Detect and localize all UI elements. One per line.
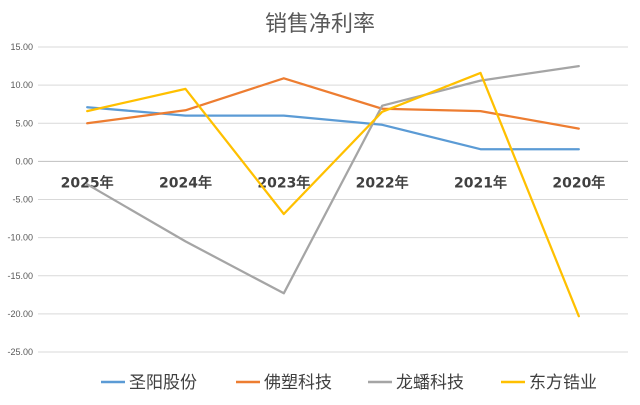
x-tick-label: 2022年: [356, 174, 409, 191]
series-line: [86, 64, 580, 295]
y-tick-label: -15.00: [7, 271, 33, 281]
x-tick-label: 2020年: [552, 174, 605, 191]
y-tick-label: 10.00: [10, 80, 33, 90]
series-lines: [86, 64, 580, 318]
x-axis-tick-labels: 2025年 2024年 2023年 2022年 2021年 2020年: [61, 174, 606, 191]
x-tick-label: 2023年: [257, 174, 310, 191]
legend: 圣阳股份 佛塑科技 龙蟠科技 东方锆业: [101, 373, 597, 393]
legend-label: 佛塑科技: [264, 373, 332, 393]
y-axis-tick-labels: 15.00 10.00 5.00 0.00 -5.00 -10.00 -15.00 -20.0…: [7, 42, 33, 357]
legend-label: 龙蟠科技: [396, 373, 464, 393]
legend-label: 圣阳股份: [129, 373, 197, 393]
y-tick-label: -10.00: [7, 233, 33, 243]
chart-title: 销售净利率: [265, 12, 375, 37]
y-tick-label: -25.00: [7, 347, 33, 357]
y-tick-label: 0.00: [15, 156, 33, 166]
y-tick-label: 5.00: [15, 118, 33, 128]
x-tick-label: 2024年: [159, 174, 212, 191]
legend-label: 东方锆业: [529, 373, 597, 393]
series-line: [86, 106, 580, 151]
y-tick-label: -5.00: [12, 195, 33, 205]
x-tick-label: 2025年: [61, 174, 114, 191]
series-line: [86, 71, 580, 318]
y-tick-label: 15.00: [10, 42, 33, 52]
y-tick-label: -20.00: [7, 309, 33, 319]
x-tick-label: 2021年: [454, 174, 507, 191]
